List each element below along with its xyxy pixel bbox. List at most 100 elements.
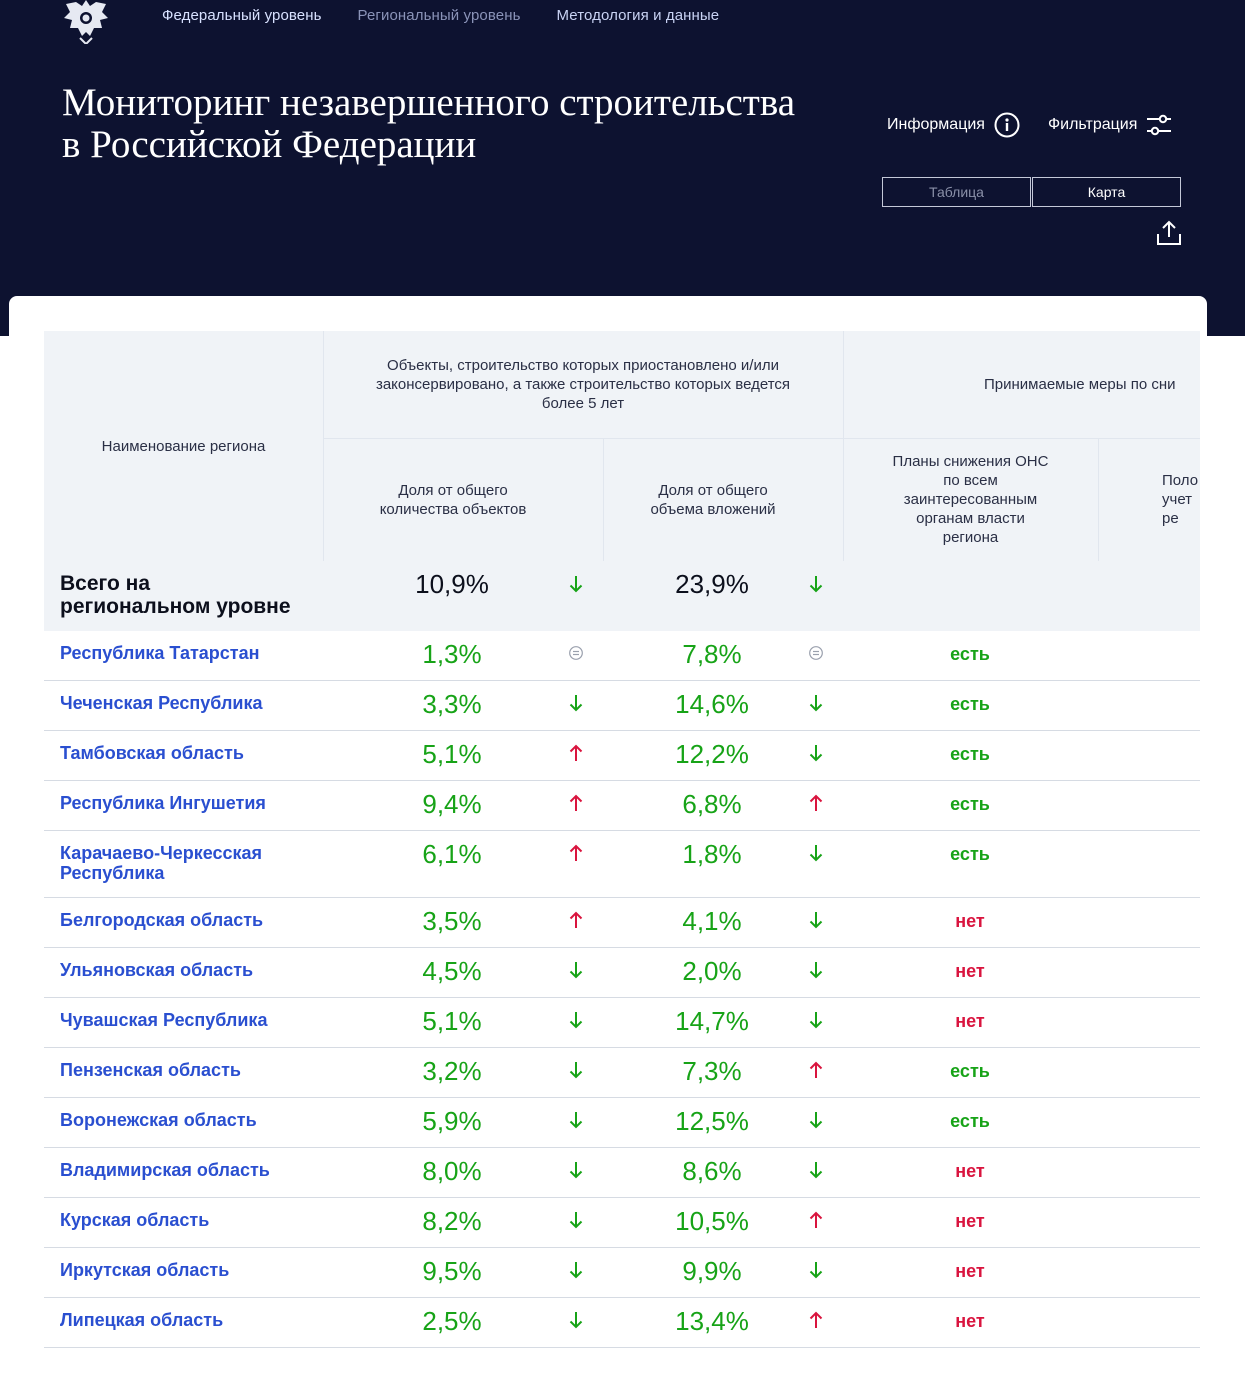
column-header-plans[interactable]: Планы снижения ОНС по всем заинтересован…: [843, 438, 1098, 561]
arrow-down-icon: [809, 1162, 823, 1179]
region-link[interactable]: Карачаево-Черкесская Республика: [60, 843, 263, 883]
region-link[interactable]: Белгородская область: [60, 910, 264, 930]
total-label-line2: региональном уровне: [60, 595, 291, 618]
arrow-up-icon: [569, 911, 583, 928]
equal-circle-icon: [569, 646, 583, 660]
region-link[interactable]: Курская область: [60, 1210, 210, 1230]
region-link[interactable]: Республика Ингушетия: [60, 793, 266, 813]
arrow-up-icon: [569, 794, 583, 811]
arrow-down-icon: [569, 1012, 583, 1029]
region-link[interactable]: Владимирская область: [60, 1160, 270, 1180]
info-circle-icon: [994, 112, 1020, 138]
table-row[interactable]: Республика Татарстан 1,3% 7,8% есть: [44, 631, 1200, 681]
arrow-down-icon: [809, 845, 823, 862]
region-link[interactable]: Республика Татарстан: [60, 643, 260, 663]
header-divider: [323, 438, 1200, 439]
filter-button[interactable]: Фильтрация: [1048, 112, 1172, 138]
table-row[interactable]: Чеченская Республика 3,3% 14,6% есть: [44, 681, 1200, 731]
info-button[interactable]: Информация: [887, 112, 1020, 138]
total-share-count: 10,9%: [415, 569, 489, 599]
table-row[interactable]: Ульяновская область 4,5% 2,0% нет: [44, 948, 1200, 998]
share-invest-value: 6,8%: [682, 789, 742, 819]
share-invest-value: 8,6%: [682, 1156, 742, 1186]
share-count-value: 8,2%: [422, 1206, 482, 1236]
plans-status: нет: [955, 961, 985, 981]
plans-status: есть: [950, 694, 990, 714]
share-count-value: 1,3%: [422, 639, 482, 669]
table-row[interactable]: Чувашская Республика 5,1% 14,7% нет: [44, 998, 1200, 1048]
share-count-value: 3,2%: [422, 1056, 482, 1086]
nav-federal-level[interactable]: Федеральный уровень: [162, 7, 322, 24]
share-invest-value: 2,0%: [682, 956, 742, 986]
content-card: Наименование региона Объекты, строительс…: [9, 296, 1207, 1376]
nav-regional-level[interactable]: Региональный уровень: [357, 7, 521, 24]
double-headed-eagle-icon[interactable]: [60, 0, 112, 44]
total-row-label: Всего на региональном уровне: [60, 572, 320, 618]
arrow-down-icon: [569, 962, 583, 979]
table-row[interactable]: Владимирская область 8,0% 8,6% нет: [44, 1148, 1200, 1198]
arrow-up-icon: [569, 744, 583, 761]
share-count-value: 8,0%: [422, 1156, 482, 1186]
group-header-objects: Объекты, строительство которых приостано…: [323, 331, 843, 438]
sliders-icon: [1147, 114, 1172, 136]
share-invest-value: 10,5%: [675, 1206, 749, 1236]
share-count-value: 5,9%: [422, 1106, 482, 1136]
region-link[interactable]: Воронежская область: [60, 1110, 257, 1130]
page-title: Мониторинг незавершенного строительства …: [62, 82, 862, 166]
plans-status: есть: [950, 744, 990, 764]
arrow-up-icon: [809, 1311, 823, 1328]
total-share-invest: 23,9%: [675, 569, 749, 599]
share-invest-value: 12,5%: [675, 1106, 749, 1136]
top-navigation: Федеральный уровень Региональный уровень…: [162, 7, 719, 24]
region-link[interactable]: Липецкая область: [60, 1310, 224, 1330]
header-tools: Информация Фильтрация: [887, 112, 1172, 138]
region-link[interactable]: Чеченская Республика: [60, 693, 263, 713]
plans-status: есть: [950, 1111, 990, 1131]
region-link[interactable]: Чувашская Республика: [60, 1010, 268, 1030]
share-invest-value: 7,8%: [682, 639, 742, 669]
tab-map[interactable]: Карта: [1032, 177, 1181, 207]
nav-methodology[interactable]: Методология и данные: [556, 7, 720, 24]
table-row[interactable]: Республика Ингушетия 9,4% 6,8% есть: [44, 781, 1200, 831]
arrow-down-icon: [809, 1262, 823, 1279]
plans-status: есть: [950, 1061, 990, 1081]
table-row[interactable]: Тамбовская область 5,1% 12,2% есть: [44, 731, 1200, 781]
total-row: Всего на региональном уровне 10,9% 23,9%: [44, 561, 1200, 631]
plans-status: есть: [950, 844, 990, 864]
arrow-down-icon: [569, 1212, 583, 1229]
table-row[interactable]: Липецкая область 2,5% 13,4% нет: [44, 1298, 1200, 1348]
share-count-value: 2,5%: [422, 1306, 482, 1336]
plans-status: нет: [955, 1311, 985, 1331]
column-header-region[interactable]: Наименование региона: [44, 331, 323, 561]
arrow-down-icon: [569, 1312, 583, 1329]
table-row[interactable]: Карачаево-Черкесская Республика 6,1% 1,8% е…: [44, 831, 1200, 898]
table-row[interactable]: Иркутская область 9,5% 9,9% нет: [44, 1248, 1200, 1298]
share-count-value: 4,5%: [422, 956, 482, 986]
upload-icon[interactable]: [1155, 219, 1183, 247]
plans-status: есть: [950, 644, 990, 664]
column-header-share-count[interactable]: Доля от общего количества объектов: [323, 438, 583, 561]
table-row[interactable]: Белгородская область 3,5% 4,1% нет: [44, 898, 1200, 948]
table-row[interactable]: Пензенская область 3,2% 7,3% есть: [44, 1048, 1200, 1098]
table-row[interactable]: Курская область 8,2% 10,5% нет: [44, 1198, 1200, 1248]
plans-status: нет: [955, 1011, 985, 1031]
share-count-value: 5,1%: [422, 739, 482, 769]
arrow-down-icon: [809, 576, 823, 593]
region-link[interactable]: Иркутская область: [60, 1260, 230, 1280]
column-divider: [1098, 438, 1099, 631]
share-invest-value: 7,3%: [682, 1056, 742, 1086]
region-link[interactable]: Тамбовская область: [60, 743, 244, 763]
region-link[interactable]: Пензенская область: [60, 1060, 241, 1080]
arrow-down-icon: [569, 1062, 583, 1079]
tab-table[interactable]: Таблица: [882, 177, 1031, 207]
arrow-up-icon: [809, 794, 823, 811]
view-toggle: Таблица Карта: [882, 177, 1181, 207]
filter-label: Фильтрация: [1047, 116, 1138, 133]
table-row[interactable]: Воронежская область 5,9% 12,5% есть: [44, 1098, 1200, 1148]
total-label-line1: Всего на: [60, 572, 151, 595]
plans-status: нет: [955, 911, 985, 931]
arrow-down-icon: [809, 695, 823, 712]
column-header-next[interactable]: Поло учет ре: [1098, 438, 1200, 561]
column-header-share-invest[interactable]: Доля от общего объема вложений: [583, 438, 843, 561]
region-link[interactable]: Ульяновская область: [60, 960, 254, 980]
